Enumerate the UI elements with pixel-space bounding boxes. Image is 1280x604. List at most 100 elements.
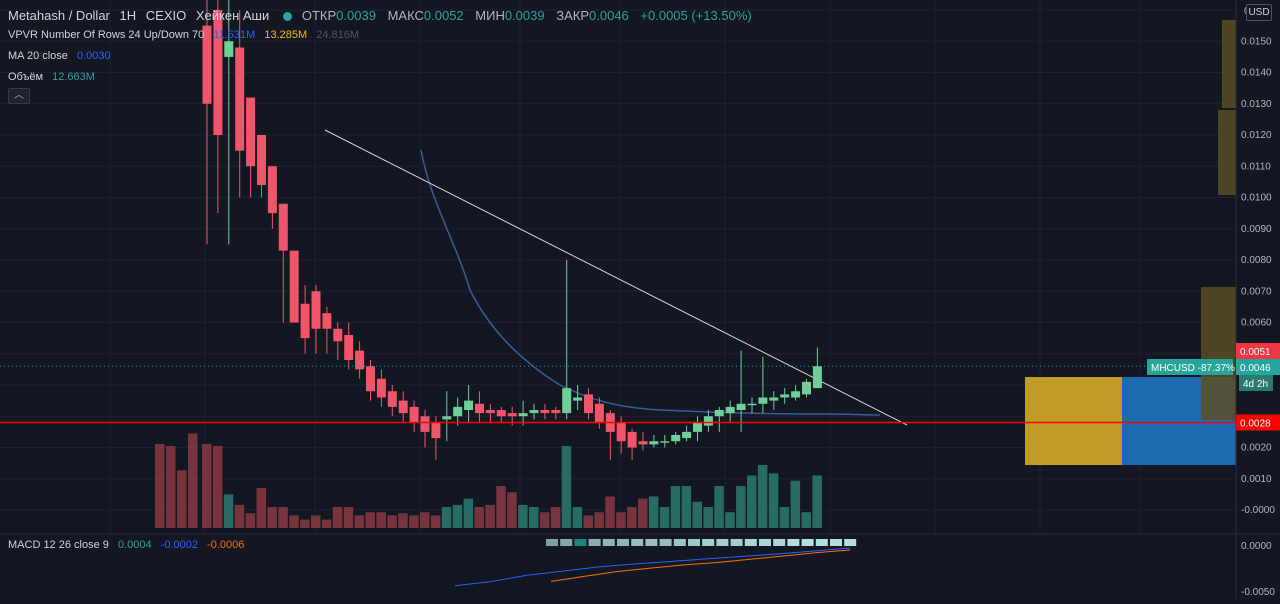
volume-bar bbox=[474, 507, 484, 528]
volume-bar bbox=[507, 492, 517, 528]
volume-bar bbox=[188, 433, 198, 528]
volume-bar bbox=[703, 507, 713, 528]
candle-body bbox=[387, 391, 397, 407]
countdown-badge-text: 4d 2h bbox=[1243, 379, 1268, 390]
candle-body bbox=[355, 350, 365, 370]
volume-bar bbox=[177, 470, 187, 528]
symbol-change-badge-bg bbox=[1147, 359, 1233, 375]
price-tick-label: 0.0090 bbox=[1241, 224, 1272, 235]
volume-bar bbox=[496, 486, 506, 528]
vpvr-label: VPVR Number Of Rows 24 Up/Down 70 bbox=[8, 29, 205, 41]
candle-body bbox=[333, 328, 343, 342]
candle-body bbox=[464, 400, 474, 410]
volume-bar bbox=[681, 486, 692, 528]
volume-bar bbox=[365, 512, 375, 528]
open-label: ОТКР bbox=[301, 8, 337, 23]
macd-histogram-bar bbox=[574, 539, 587, 546]
volume-bar bbox=[420, 512, 430, 528]
macd-histogram-bar bbox=[801, 539, 814, 546]
moving-average-line bbox=[420, 149, 881, 416]
candle-body bbox=[235, 47, 245, 151]
candle-body bbox=[485, 410, 495, 414]
ma-20-line bbox=[420, 149, 881, 416]
high-price-badge: 0.0051 bbox=[1236, 343, 1280, 359]
volume-bar bbox=[289, 515, 299, 528]
candle-body bbox=[202, 25, 212, 104]
candle-body bbox=[573, 397, 583, 401]
candle-body bbox=[322, 313, 332, 329]
price-tick-label: 0.0060 bbox=[1241, 318, 1272, 329]
vpvr-legend[interactable]: VPVR Number Of Rows 24 Up/Down 70 11.531… bbox=[8, 29, 365, 41]
symbol-name[interactable]: Metahash / Dollar bbox=[8, 8, 110, 23]
price-tick-label: 0.0140 bbox=[1241, 68, 1272, 79]
candle-body bbox=[649, 441, 659, 445]
close-value: 0.0046 bbox=[589, 8, 629, 23]
volume-bar bbox=[605, 496, 615, 528]
volume-bar bbox=[779, 507, 790, 528]
candle-body bbox=[246, 97, 256, 167]
macd-histogram-bar bbox=[815, 539, 828, 546]
macd-histogram-bar bbox=[560, 539, 573, 546]
volume-bar bbox=[485, 504, 495, 528]
price-tick-label: -0.0000 bbox=[1241, 505, 1275, 516]
candle-body bbox=[529, 410, 539, 414]
candle-body bbox=[584, 394, 593, 414]
candle-body bbox=[758, 397, 768, 404]
volume-bar bbox=[670, 486, 681, 528]
volume-bar bbox=[332, 507, 343, 528]
candle-body bbox=[289, 250, 299, 323]
macd-signal-value: -0.0006 bbox=[207, 539, 245, 551]
market-status-dot bbox=[283, 12, 293, 22]
volume-bar bbox=[256, 488, 266, 528]
candle-body bbox=[682, 431, 692, 439]
macd-histogram-bar bbox=[659, 539, 672, 546]
volume-bar bbox=[398, 513, 408, 528]
candle-body bbox=[376, 378, 386, 398]
candle-body bbox=[409, 406, 419, 423]
close-label: ЗАКР bbox=[556, 8, 590, 23]
macd-histogram-bar bbox=[773, 539, 786, 546]
volume-bar bbox=[616, 512, 626, 528]
candle-body bbox=[540, 410, 550, 414]
macd-histogram-bar bbox=[730, 539, 743, 546]
candle-body bbox=[671, 435, 681, 442]
candle-body bbox=[278, 203, 288, 251]
candle-body bbox=[267, 166, 277, 214]
volume-bars bbox=[155, 433, 822, 528]
macd-pane bbox=[454, 539, 857, 587]
volume-bar bbox=[736, 486, 746, 528]
candle-body bbox=[791, 391, 801, 398]
volume-bar bbox=[354, 515, 365, 528]
volume-bar bbox=[627, 507, 637, 528]
price-tick-label: 0.0150 bbox=[1241, 36, 1272, 47]
chart-style-label[interactable]: Хейкен Аши bbox=[195, 8, 270, 23]
volume-bar bbox=[659, 507, 670, 528]
candle-body bbox=[703, 416, 713, 426]
macd-histogram-bar bbox=[631, 539, 644, 546]
volume-bar bbox=[714, 486, 724, 528]
volume-bar bbox=[725, 512, 735, 528]
volume-bar bbox=[572, 507, 583, 528]
ma-legend[interactable]: MA 20 close 0.0030 bbox=[8, 50, 117, 62]
macd-histogram-bar bbox=[617, 539, 629, 546]
volume-bar bbox=[430, 515, 441, 528]
volume-bar bbox=[452, 504, 463, 528]
interval-label[interactable]: 1H bbox=[119, 8, 137, 23]
exchange-label: CEXIO bbox=[145, 8, 187, 23]
volume-legend[interactable]: Объём 12.663M bbox=[8, 71, 101, 83]
macd-histogram-bar bbox=[673, 539, 686, 546]
candle-body bbox=[780, 394, 790, 398]
macd-histogram-value: 0.0004 bbox=[117, 539, 152, 551]
volume-bar bbox=[550, 507, 561, 528]
horizontal-level-line bbox=[0, 365, 1236, 424]
vpvr-total-value: 24.816M bbox=[316, 29, 360, 41]
volume-bar bbox=[518, 504, 528, 528]
candle-body bbox=[507, 413, 517, 417]
level-price-badge-bg bbox=[1236, 414, 1280, 431]
macd-legend[interactable]: MACD 12 26 close 9 0.0004 -0.0002 -0.000… bbox=[8, 539, 250, 551]
collapse-legend-button[interactable]: ︿ bbox=[8, 88, 30, 104]
volume-bar bbox=[539, 512, 550, 528]
currency-button[interactable]: USD bbox=[1246, 4, 1272, 21]
